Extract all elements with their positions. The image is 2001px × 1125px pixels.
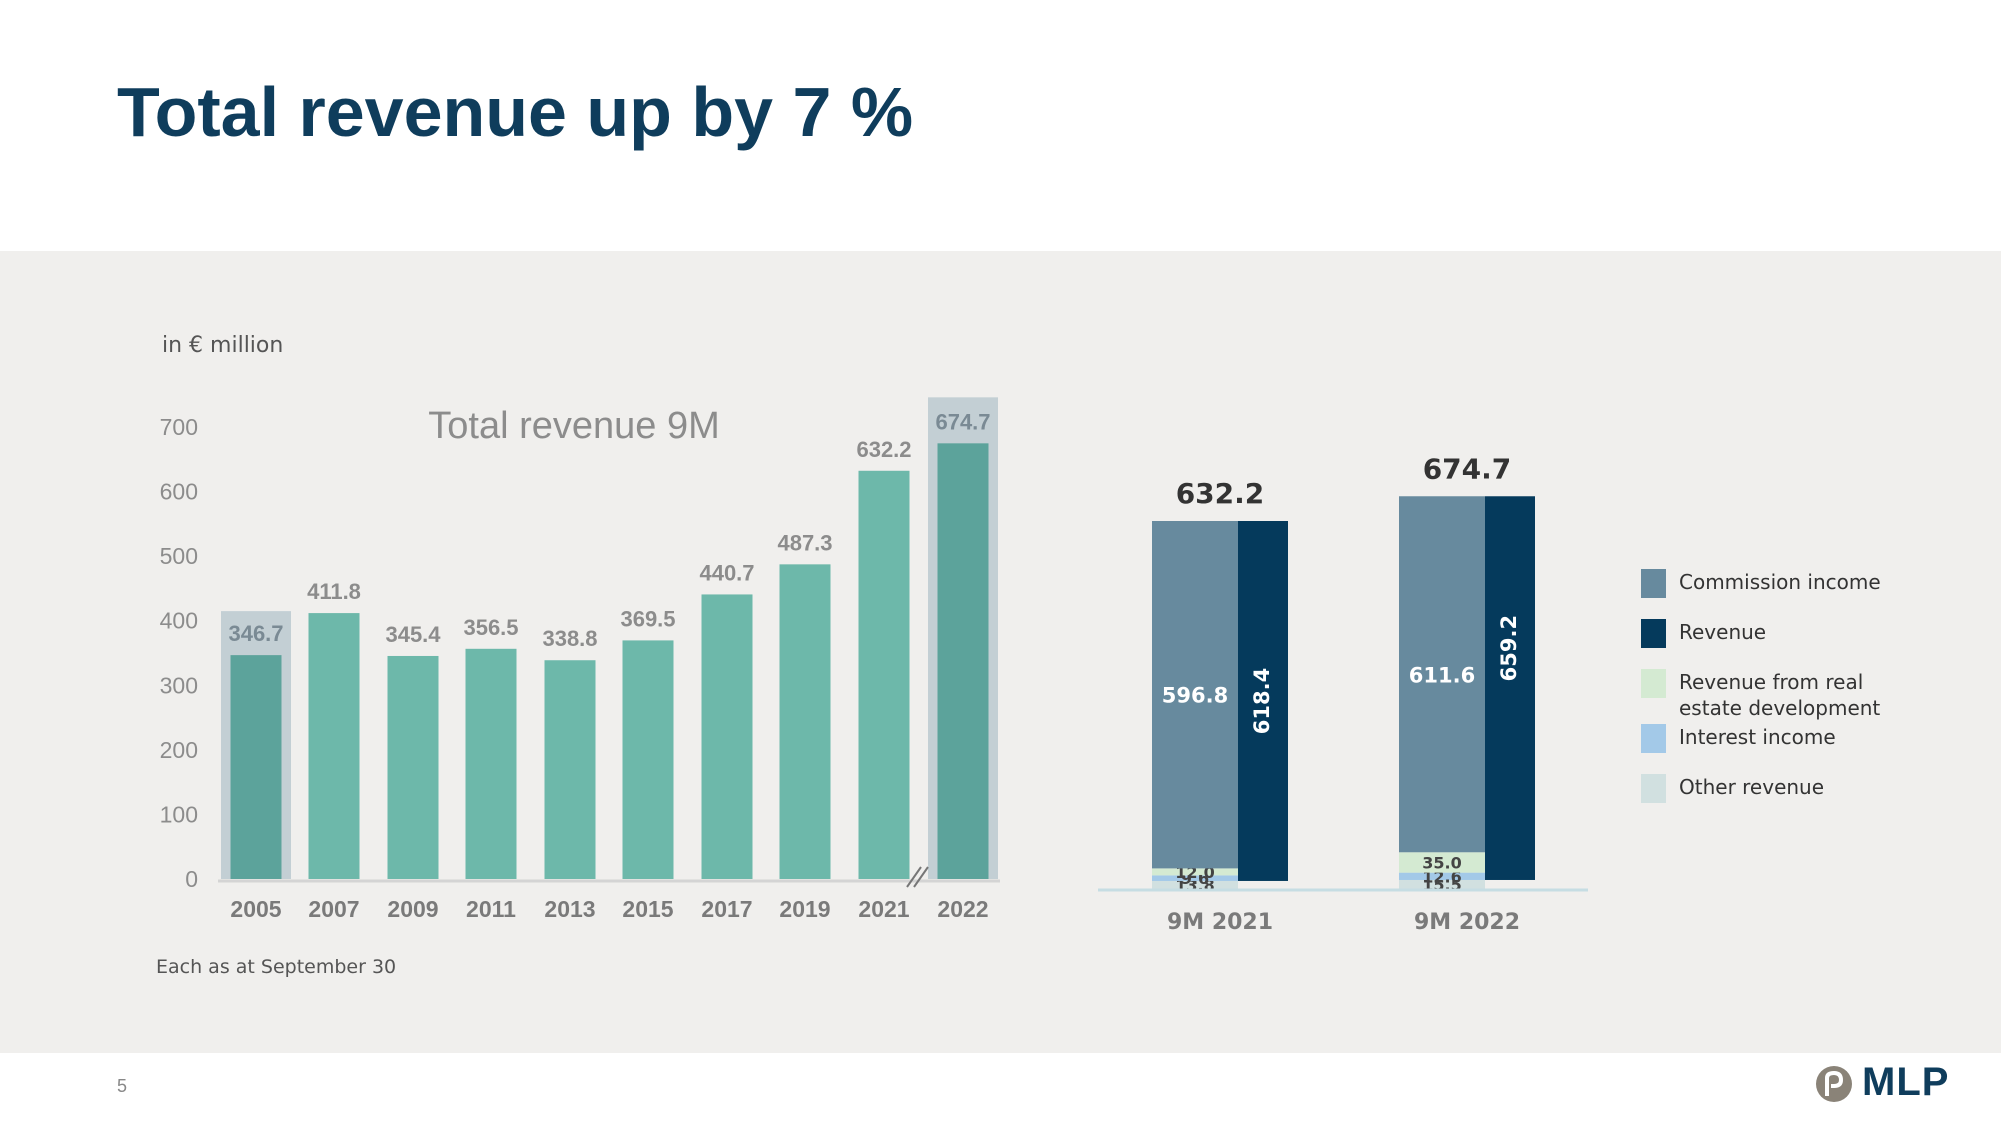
chart-title: Total revenue 9M xyxy=(428,405,720,447)
y-tick-label: 100 xyxy=(160,801,198,827)
bar-value-label: 356.5 xyxy=(463,615,518,640)
bar-value-label: 632.2 xyxy=(856,437,911,462)
bar-value-label: 674.7 xyxy=(935,409,990,434)
x-tick-label: 9M 2022 xyxy=(1414,910,1520,935)
bar-value-label: 487.3 xyxy=(777,530,832,555)
legend-label: Commission income xyxy=(1679,570,1881,594)
revenue-bar xyxy=(1238,521,1288,881)
axis-break-mark xyxy=(913,866,929,888)
x-tick-label: 2005 xyxy=(230,896,281,922)
legend-swatch xyxy=(1641,724,1666,753)
x-tick-label: 2019 xyxy=(779,896,830,922)
x-tick-label: 2021 xyxy=(858,896,909,922)
stack-total-label: 632.2 xyxy=(1176,477,1265,510)
bar xyxy=(701,594,753,879)
legend-label: Other revenue xyxy=(1679,775,1825,799)
bar-value-label: 345.4 xyxy=(385,622,441,647)
bar xyxy=(387,655,439,879)
stack-segment xyxy=(1399,496,1485,853)
page-number: 5 xyxy=(117,1076,128,1096)
revenue-bar-label: 618.4 xyxy=(1250,668,1274,734)
legend-label: Interest income xyxy=(1679,725,1836,749)
bar xyxy=(230,655,282,879)
legend-item: Revenue xyxy=(1641,615,1981,665)
stack-segment xyxy=(1152,868,1238,876)
footnote: Each as at September 30 xyxy=(156,956,397,978)
y-tick-label: 400 xyxy=(160,608,198,634)
y-tick-label: 700 xyxy=(160,414,198,440)
legend-swatch xyxy=(1641,569,1666,598)
legend-label: Revenue from real estate development xyxy=(1679,670,1881,720)
x-tick-label: 2009 xyxy=(387,896,438,922)
bar xyxy=(858,470,910,879)
chart-legend: Commission income Revenue Revenue from rea… xyxy=(1641,565,1981,820)
x-tick-label: 2015 xyxy=(622,896,673,922)
x-tick-label: 2011 xyxy=(466,896,516,922)
mlp-logo-text: MLP xyxy=(1862,1060,1950,1104)
bar-value-label: 338.8 xyxy=(542,626,597,651)
legend-item: Interest income xyxy=(1641,720,1981,770)
unit-label: in € million xyxy=(162,333,284,358)
y-tick-label: 500 xyxy=(160,543,198,569)
bar xyxy=(937,443,989,879)
legend-item: Revenue from real estate development xyxy=(1641,665,1981,720)
y-tick-label: 0 xyxy=(185,866,198,892)
x-tick-label: 9M 2021 xyxy=(1167,910,1273,935)
stack-segment-label: 596.8 xyxy=(1162,684,1228,708)
y-tick-label: 600 xyxy=(160,479,198,505)
legend-item: Other revenue xyxy=(1641,770,1981,820)
revenue-bar-label: 659.2 xyxy=(1497,615,1521,681)
stack-total-label: 674.7 xyxy=(1423,452,1512,485)
x-tick-label: 2017 xyxy=(701,896,752,922)
mlp-logo: MLP xyxy=(1814,1058,1949,1108)
revenue-bar xyxy=(1485,496,1535,880)
bar-value-label: 440.7 xyxy=(699,560,754,585)
stack-segment xyxy=(1152,880,1238,889)
stack-segment-label: 35.0 xyxy=(1422,853,1461,872)
bar xyxy=(465,648,517,879)
x-tick-label: 2022 xyxy=(937,896,988,922)
page-title: Total revenue up by 7 % xyxy=(117,73,914,151)
legend-item: Commission income xyxy=(1641,565,1981,615)
y-tick-label: 300 xyxy=(160,672,198,698)
legend-swatch xyxy=(1641,619,1666,648)
bar xyxy=(544,660,596,879)
bar xyxy=(308,613,360,879)
stack-segment-label: 611.6 xyxy=(1409,663,1475,687)
stack-segment xyxy=(1399,852,1485,873)
bar-value-label: 346.7 xyxy=(228,621,283,646)
x-tick-label: 2013 xyxy=(544,896,595,922)
bar-value-label: 411.8 xyxy=(307,579,361,604)
stack-segment xyxy=(1399,872,1485,880)
y-tick-label: 200 xyxy=(160,737,198,763)
stack-segment xyxy=(1399,879,1485,889)
axis-break-mark xyxy=(906,866,922,888)
stack-segment xyxy=(1152,875,1238,881)
bar xyxy=(779,564,831,879)
x-tick-label: 2007 xyxy=(308,896,359,922)
bar xyxy=(622,640,674,879)
mlp-logo-icon xyxy=(1816,1066,1852,1102)
legend-swatch xyxy=(1641,774,1666,803)
legend-swatch xyxy=(1641,669,1666,698)
legend-label: Revenue xyxy=(1679,620,1767,644)
bar-value-label: 369.5 xyxy=(620,606,675,631)
stack-segment xyxy=(1152,521,1238,869)
